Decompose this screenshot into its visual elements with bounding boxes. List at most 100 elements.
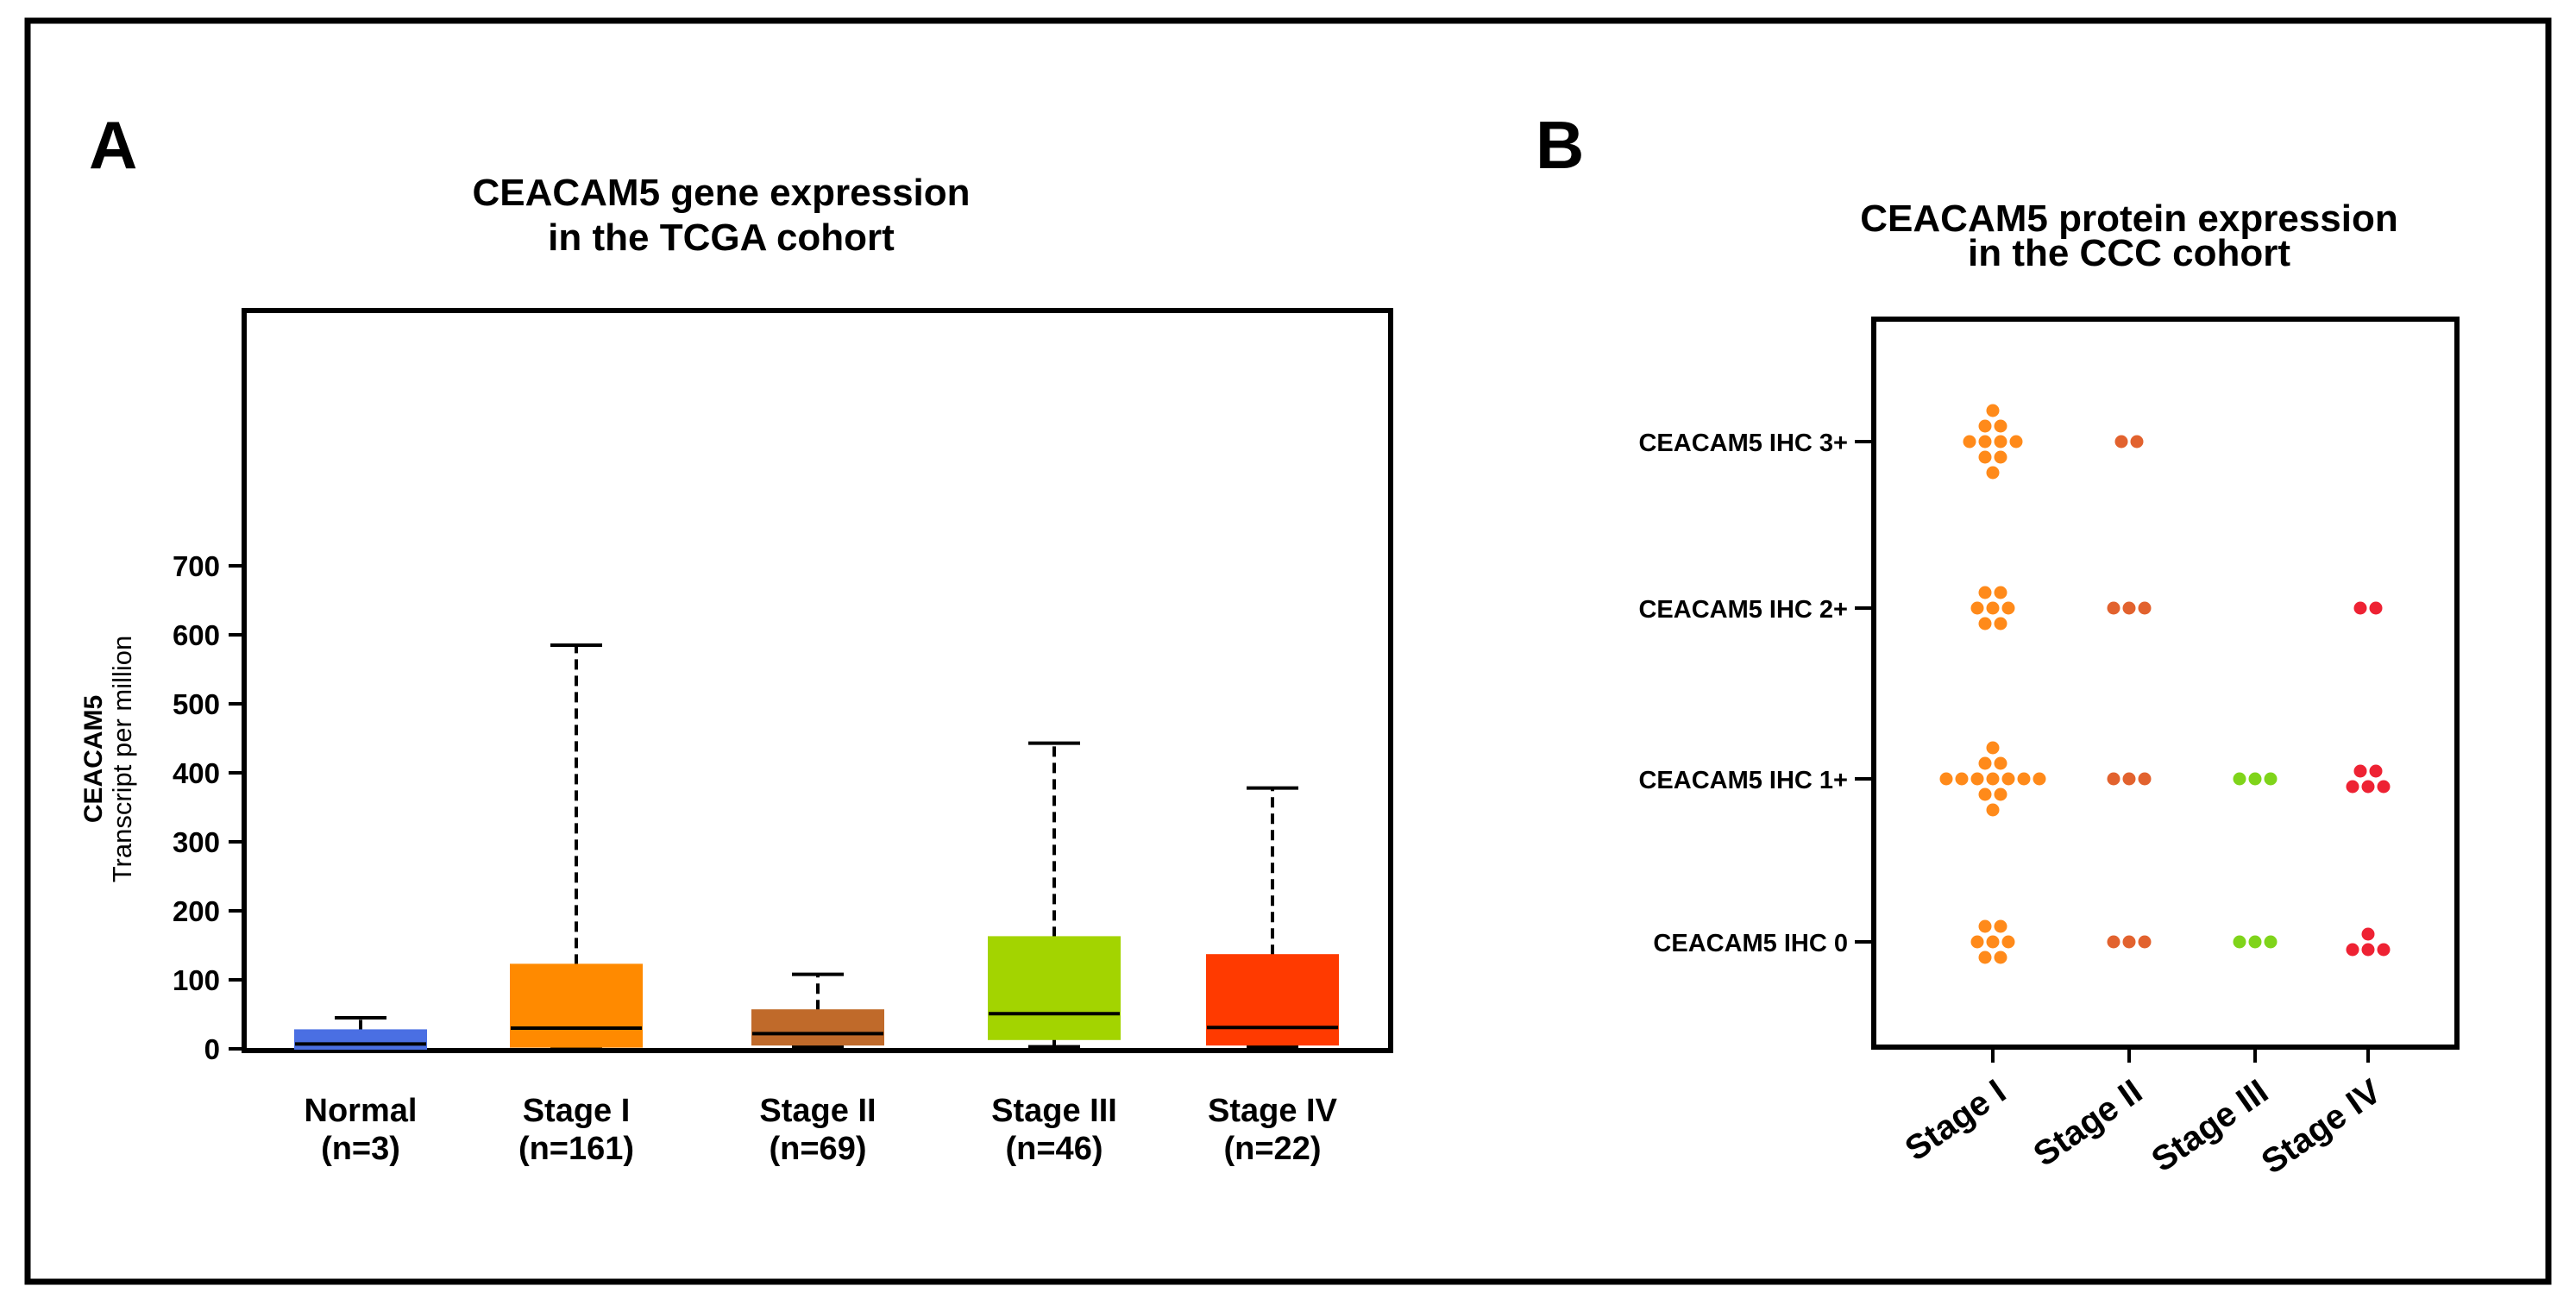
dot-level0-cat0-4 (1978, 435, 1992, 449)
dot-level2-cat1-1 (2122, 772, 2136, 786)
y-tick-label-700: 700 (173, 550, 220, 582)
dot-level2-cat0-1 (1978, 756, 1992, 770)
panel-b-title-line1: CEACAM5 protein expression (1860, 198, 2397, 240)
dot-level3-cat1-1 (2122, 935, 2136, 949)
dot-level1-cat3-0 (2353, 601, 2367, 615)
outer-frame (24, 17, 2552, 1285)
level-label-0: CEACAM5 IHC 3+ (1638, 430, 1848, 457)
dot-level2-cat1-0 (2107, 772, 2120, 786)
dot-level1-cat1-0 (2107, 601, 2120, 615)
dot-level1-cat0-3 (1986, 601, 2000, 615)
dot-level0-cat0-6 (2009, 435, 2023, 449)
x-label-normal: Normal (305, 1093, 418, 1129)
dot-level3-cat0-2 (1970, 935, 1984, 949)
dot-level3-cat1-0 (2107, 935, 2120, 949)
dot-level3-cat0-5 (1978, 951, 1992, 964)
dot-level0-cat0-9 (1986, 466, 2000, 480)
dot-level2-cat0-0 (1986, 741, 2000, 755)
panel-a-ylabel: CEACAM5 (79, 695, 108, 823)
dot-level3-cat0-0 (1978, 919, 1992, 933)
dot-level0-cat0-0 (1986, 404, 2000, 417)
dot-level0-cat0-2 (1994, 419, 2007, 433)
box-stage-iii (988, 936, 1121, 1040)
dot-level0-cat0-1 (1978, 419, 1992, 433)
box-stage-ii (751, 1009, 884, 1046)
dot-level3-cat0-1 (1994, 919, 2007, 933)
dot-level3-cat1-2 (2138, 935, 2152, 949)
dot-level3-cat3-2 (2361, 943, 2375, 957)
dot-level2-cat0-12 (1986, 803, 2000, 817)
y-tick-label-600: 600 (173, 619, 220, 651)
dot-level1-cat0-5 (1978, 617, 1992, 631)
dot-level2-cat3-0 (2353, 764, 2367, 778)
dot-level1-cat3-1 (2369, 601, 2383, 615)
dot-level3-cat2-0 (2233, 935, 2246, 949)
level-label-3: CEACAM5 IHC 0 (1653, 930, 1848, 957)
level-label-2: CEACAM5 IHC 1+ (1638, 767, 1848, 794)
dot-level3-cat0-6 (1994, 951, 2007, 964)
dot-level2-cat2-2 (2264, 772, 2278, 786)
x-label-n-stage-iii: (n=46) (1006, 1131, 1103, 1167)
x-label-n-stage-ii: (n=69) (770, 1131, 867, 1167)
dot-level3-cat2-1 (2248, 935, 2262, 949)
panel-a: A CEACAM5 gene expression in the TCGA co… (79, 107, 1393, 1167)
dot-level0-cat0-8 (1994, 450, 2007, 464)
dot-level2-cat1-2 (2138, 772, 2152, 786)
panel-a-plot: 0 100 200 300 400 500 600 700 Normal(n=3) Stage I… (173, 308, 1393, 1167)
dot-level3-cat0-3 (1986, 935, 2000, 949)
dot-level2-cat0-7 (2001, 772, 2015, 786)
dot-level2-cat0-2 (1994, 756, 2007, 770)
dot-level0-cat0-3 (1963, 435, 1976, 449)
x-label-stage-i: Stage I (523, 1093, 631, 1129)
dot-level3-cat0-4 (2001, 935, 2015, 949)
dot-level2-cat3-1 (2369, 764, 2383, 778)
dot-level2-cat0-8 (2017, 772, 2031, 786)
panel-b-title-line2: in the CCC cohort (1968, 232, 2290, 274)
dot-level1-cat0-0 (1978, 586, 1992, 599)
y-tick-label-500: 500 (173, 688, 220, 720)
dot-level0-cat0-5 (1994, 435, 2007, 449)
dot-level3-cat3-0 (2361, 927, 2375, 941)
x-label-stage-iii: Stage III (991, 1093, 1117, 1129)
dot-level0-cat0-7 (1978, 450, 1992, 464)
dot-level0-cat1-1 (2130, 435, 2144, 449)
dot-level1-cat0-6 (1994, 617, 2007, 631)
dot-level2-cat0-5 (1970, 772, 1984, 786)
x-label-stage-ii: Stage II (759, 1093, 876, 1129)
panel-b-letter: B (1536, 107, 1584, 183)
y-tick-label-0: 0 (204, 1033, 220, 1065)
panel-a-ylabel-sub: Transcript per million (107, 636, 137, 883)
dot-level2-cat0-6 (1986, 772, 2000, 786)
dot-level3-cat3-3 (2377, 943, 2391, 957)
level-label-1: CEACAM5 IHC 2+ (1638, 596, 1848, 624)
dot-level1-cat0-4 (2001, 601, 2015, 615)
y-tick-label-200: 200 (173, 895, 220, 927)
dot-level2-cat0-3 (1939, 772, 1953, 786)
y-tick-label-400: 400 (173, 757, 220, 789)
dot-level2-cat2-1 (2248, 772, 2262, 786)
y-tick-label-300: 300 (173, 826, 220, 858)
box-stage-i (510, 963, 643, 1048)
y-tick-label-100: 100 (173, 964, 220, 996)
panel-a-plot-frame (242, 308, 1393, 1053)
dot-level1-cat0-2 (1970, 601, 1984, 615)
x-label-stage-iv: Stage IV (1208, 1093, 1338, 1129)
panel-a-title-line2: in the TCGA cohort (548, 216, 895, 259)
box-stage-iv (1206, 954, 1339, 1046)
dot-level1-cat1-2 (2138, 601, 2152, 615)
dot-level0-cat1-0 (2114, 435, 2128, 449)
dot-level2-cat0-9 (2033, 772, 2046, 786)
dot-level2-cat3-4 (2377, 780, 2391, 794)
x-label-n-normal: (n=3) (321, 1131, 400, 1167)
panel-a-letter: A (89, 107, 137, 183)
dot-level2-cat0-10 (1978, 787, 1992, 801)
dot-level3-cat2-2 (2264, 935, 2278, 949)
x-label-n-stage-i: (n=161) (518, 1131, 634, 1167)
dot-level2-cat3-2 (2346, 780, 2359, 794)
panel-b-plot-frame (1871, 317, 2460, 1050)
dot-level2-cat0-11 (1994, 787, 2007, 801)
dot-level1-cat0-1 (1994, 586, 2007, 599)
dot-level2-cat3-3 (2361, 780, 2375, 794)
dot-level1-cat1-1 (2122, 601, 2136, 615)
